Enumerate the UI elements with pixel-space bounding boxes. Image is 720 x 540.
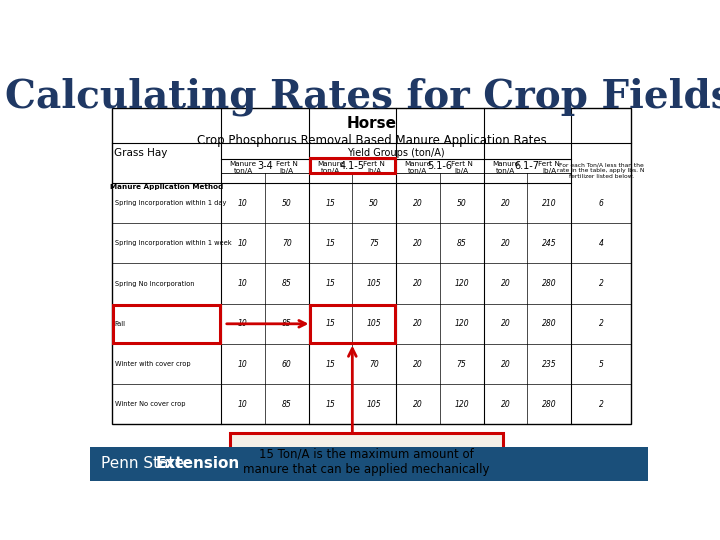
Text: Fert N
lb/A: Fert N lb/A (276, 161, 297, 174)
Text: Calculating Rates for Crop Fields: Calculating Rates for Crop Fields (5, 77, 720, 116)
Text: Penn State: Penn State (101, 456, 189, 471)
Text: 10: 10 (238, 239, 248, 248)
Text: 60: 60 (282, 360, 292, 369)
Text: 15 Ton/A is the maximum amount of
manure that can be applied mechanically: 15 Ton/A is the maximum amount of manure… (243, 448, 490, 476)
Text: 2: 2 (599, 319, 603, 328)
Text: 120: 120 (454, 279, 469, 288)
Text: Fall: Fall (114, 321, 125, 327)
Text: 75: 75 (369, 239, 379, 248)
Text: 280: 280 (542, 279, 557, 288)
Text: Fert N
lb/A: Fert N lb/A (451, 161, 472, 174)
Text: 105: 105 (367, 400, 382, 409)
FancyBboxPatch shape (112, 109, 631, 424)
Text: 70: 70 (369, 360, 379, 369)
Text: 20: 20 (413, 279, 423, 288)
Text: 85: 85 (282, 279, 292, 288)
Text: For each Ton/A less than the
rate in the table, apply lbs. N
fertilizer listed b: For each Ton/A less than the rate in the… (557, 162, 645, 179)
Bar (310, 158, 395, 173)
Text: 10: 10 (238, 400, 248, 409)
Text: 85: 85 (282, 400, 292, 409)
Text: Horse: Horse (347, 116, 397, 131)
Text: 15: 15 (325, 279, 336, 288)
Text: 20: 20 (413, 239, 423, 248)
Text: Winter with cover crop: Winter with cover crop (114, 361, 190, 367)
FancyBboxPatch shape (90, 447, 648, 481)
Text: 20: 20 (413, 319, 423, 328)
Text: 4: 4 (599, 239, 603, 248)
Text: Manure
ton/A: Manure ton/A (405, 161, 431, 174)
Text: 210: 210 (542, 199, 557, 207)
Text: 120: 120 (454, 319, 469, 328)
Text: 20: 20 (413, 199, 423, 207)
Text: Fert N
lb/A: Fert N lb/A (538, 161, 560, 174)
Text: 50: 50 (369, 199, 379, 207)
Text: 75: 75 (456, 360, 467, 369)
Text: Spring No Incorporation: Spring No Incorporation (114, 281, 194, 287)
Text: Spring Incorporation within 1 day: Spring Incorporation within 1 day (114, 200, 226, 206)
Text: 85: 85 (282, 319, 292, 328)
Text: 15: 15 (325, 319, 336, 328)
Text: 120: 120 (454, 400, 469, 409)
Text: Extension: Extension (156, 456, 240, 471)
Text: 15: 15 (325, 199, 336, 207)
Text: 105: 105 (367, 319, 382, 328)
Text: 50: 50 (282, 199, 292, 207)
Bar (310, 305, 395, 343)
Text: 20: 20 (500, 199, 510, 207)
Text: 280: 280 (542, 400, 557, 409)
Text: 20: 20 (413, 400, 423, 409)
Text: Manure
ton/A: Manure ton/A (230, 161, 256, 174)
Text: 20: 20 (500, 239, 510, 248)
Text: 3-4: 3-4 (257, 161, 273, 171)
Text: 105: 105 (367, 279, 382, 288)
Text: 10: 10 (238, 360, 248, 369)
Text: 10: 10 (238, 279, 248, 288)
Text: 5: 5 (599, 360, 603, 369)
Text: 15: 15 (325, 360, 336, 369)
Text: 50: 50 (456, 199, 467, 207)
Text: Winter No cover crop: Winter No cover crop (114, 401, 185, 407)
Text: 10: 10 (238, 319, 248, 328)
Bar (114, 305, 220, 343)
Text: 280: 280 (542, 319, 557, 328)
Text: Spring Incorporation within 1 week: Spring Incorporation within 1 week (114, 240, 231, 246)
Text: 70: 70 (282, 239, 292, 248)
Text: 20: 20 (500, 279, 510, 288)
Text: 6.1-7: 6.1-7 (515, 161, 540, 171)
Text: 15: 15 (325, 400, 336, 409)
Text: 2: 2 (599, 279, 603, 288)
FancyBboxPatch shape (230, 433, 503, 491)
Text: 20: 20 (500, 400, 510, 409)
Text: 10: 10 (238, 199, 248, 207)
Text: 2: 2 (599, 400, 603, 409)
Text: 20: 20 (413, 360, 423, 369)
Text: 5.1-6: 5.1-6 (427, 161, 452, 171)
Text: Yield Groups (ton/A): Yield Groups (ton/A) (347, 148, 445, 158)
Text: Fert N
lb/A: Fert N lb/A (364, 161, 385, 174)
Text: 85: 85 (456, 239, 467, 248)
Text: 20: 20 (500, 360, 510, 369)
Text: 245: 245 (542, 239, 557, 248)
Text: 15: 15 (325, 239, 336, 248)
Text: 235: 235 (542, 360, 557, 369)
Text: 6: 6 (599, 199, 603, 207)
Text: Manure
ton/A: Manure ton/A (492, 161, 519, 174)
Text: 20: 20 (500, 319, 510, 328)
Text: Manure
ton/A: Manure ton/A (317, 161, 344, 174)
Text: Manure Application Method: Manure Application Method (110, 184, 223, 190)
Text: Grass Hay: Grass Hay (114, 148, 167, 158)
Text: Crop Phosphorus Removal Based Manure Application Rates: Crop Phosphorus Removal Based Manure App… (197, 134, 546, 147)
Text: 4.1-5: 4.1-5 (340, 161, 365, 171)
